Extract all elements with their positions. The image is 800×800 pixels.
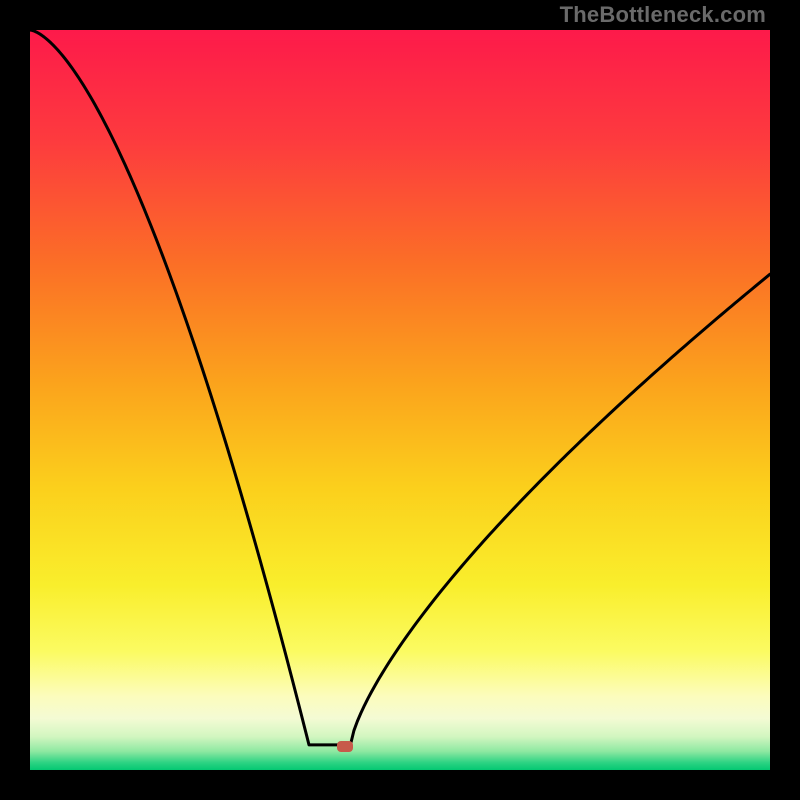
frame-left [0, 0, 30, 800]
optimal-point-marker [337, 741, 353, 752]
watermark-text: TheBottleneck.com [560, 2, 766, 28]
frame-right [770, 0, 800, 800]
gradient-plot-area [30, 30, 770, 770]
frame-bottom [0, 770, 800, 800]
